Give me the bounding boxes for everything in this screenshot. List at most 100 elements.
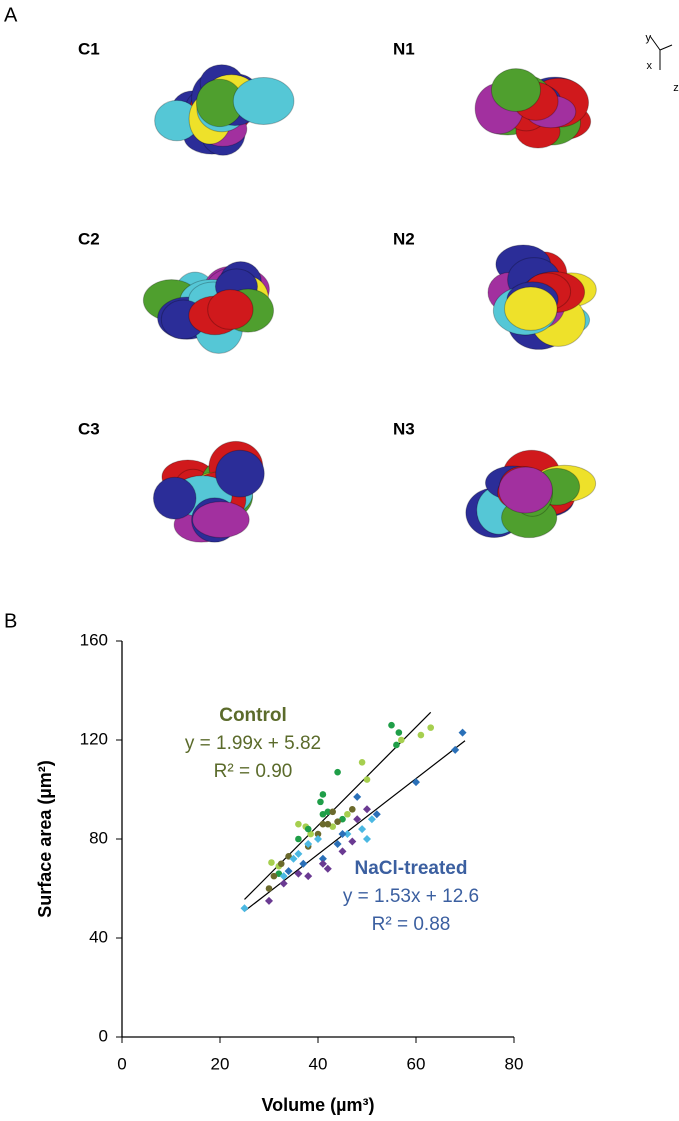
point: [284, 867, 293, 876]
point: [294, 849, 303, 858]
panel-label: A: [4, 4, 18, 26]
fit-equation: y = 1.99x + 5.82: [185, 733, 321, 754]
point: [279, 879, 288, 888]
y-axis-label: Surface area (µm²): [35, 760, 55, 917]
cell: [504, 286, 558, 331]
cell: [232, 76, 295, 125]
y-tick-label: 160: [80, 630, 108, 649]
panel-label: B: [4, 610, 17, 632]
point: [299, 859, 308, 868]
point: [270, 872, 278, 880]
point: [319, 810, 327, 818]
point: [319, 791, 327, 798]
cell-render: [154, 64, 295, 156]
point: [363, 835, 371, 843]
point: [398, 736, 405, 744]
point: [304, 825, 312, 833]
render-label: N1: [393, 39, 415, 58]
y-tick-label: 0: [99, 1026, 108, 1045]
render-label: C3: [78, 419, 100, 438]
point: [314, 835, 322, 843]
point: [353, 792, 362, 801]
axis-arrow: [659, 44, 673, 51]
point: [319, 820, 327, 828]
point: [427, 724, 435, 731]
fit-r2: R² = 0.88: [372, 914, 451, 935]
render-label: C1: [78, 39, 100, 58]
point: [318, 854, 327, 863]
point: [265, 896, 273, 905]
point: [295, 835, 302, 843]
point: [329, 808, 337, 816]
cell-render: [152, 440, 265, 543]
point: [240, 904, 249, 913]
point: [458, 728, 467, 737]
x-tick-label: 20: [211, 1054, 230, 1073]
point: [318, 859, 327, 868]
point: [395, 729, 403, 736]
point: [334, 818, 341, 825]
point: [329, 823, 337, 830]
cell: [207, 289, 254, 330]
cell: [215, 449, 265, 498]
render-label: C2: [78, 229, 100, 248]
orientation-icon: y x z: [646, 32, 679, 94]
point: [277, 860, 285, 868]
point: [412, 778, 420, 787]
cell: [192, 501, 250, 539]
point: [372, 810, 381, 819]
point: [265, 885, 273, 892]
axis-letter: y: [646, 32, 652, 44]
y-tick-label: 80: [89, 828, 108, 847]
point: [324, 808, 332, 816]
point: [339, 815, 346, 823]
y-tick-label: 40: [89, 927, 108, 946]
point: [344, 810, 351, 818]
point: [307, 830, 314, 838]
point: [275, 870, 283, 877]
point: [333, 839, 342, 848]
axis-letter: z: [673, 82, 679, 94]
point: [334, 768, 341, 776]
cell-render: [474, 68, 592, 149]
fit-r2: R² = 0.90: [214, 761, 293, 782]
point: [358, 825, 367, 834]
point: [393, 741, 400, 749]
axis-arrow: [649, 35, 661, 51]
render-label: N2: [393, 229, 415, 248]
point: [338, 830, 347, 839]
x-tick-label: 80: [505, 1054, 524, 1073]
point: [279, 872, 288, 881]
point: [294, 869, 303, 878]
fit-label: Control: [219, 705, 287, 726]
point: [349, 806, 356, 813]
point: [314, 830, 322, 838]
point: [343, 830, 352, 839]
point: [324, 820, 332, 828]
x-tick-label: 40: [309, 1054, 328, 1073]
trend-line: [244, 711, 432, 900]
point: [338, 847, 347, 856]
fit-equation: y = 1.53x + 12.6: [343, 886, 479, 907]
x-tick-label: 0: [117, 1054, 126, 1073]
cell-render: [465, 449, 597, 539]
y-tick-label: 120: [80, 729, 108, 748]
point: [348, 837, 357, 846]
point: [268, 859, 275, 866]
cell: [490, 68, 541, 112]
point: [285, 853, 292, 860]
point: [363, 776, 371, 783]
point: [317, 798, 324, 806]
point: [304, 872, 313, 881]
point: [289, 854, 298, 863]
cell: [498, 466, 553, 514]
x-axis-label: Volume (µm³): [261, 1095, 374, 1115]
fit-label: NaCl-treated: [355, 858, 468, 879]
axis-letter: x: [647, 60, 653, 72]
point: [367, 815, 376, 824]
point: [388, 721, 395, 729]
point: [358, 758, 366, 766]
point: [451, 745, 460, 754]
cell-render: [487, 244, 597, 350]
